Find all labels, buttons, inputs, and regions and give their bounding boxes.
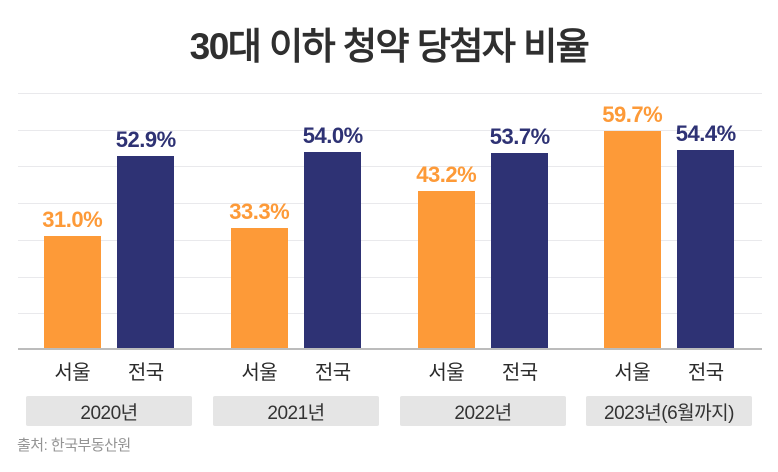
gridline-50	[18, 166, 762, 168]
bar-value-label-national-1: 54.0%	[302, 122, 363, 148]
bar-seoul-3	[603, 130, 661, 350]
bar-value-label-national-2: 53.7%	[489, 123, 550, 149]
gridline-10	[18, 313, 762, 315]
x-axis-line	[18, 348, 762, 350]
plot-area: 31.0% 33.3% 43.2% 59.7% 52.9% 54.0% 53.7% 54.4%	[18, 93, 762, 350]
bar-seoul-2	[417, 191, 475, 350]
bar-axis-label-seoul-1: 서울	[241, 361, 278, 384]
bar-axis-label-national-3: 전국	[687, 361, 724, 384]
bar-axis-label-seoul-0: 서울	[54, 361, 91, 384]
gridline-70	[18, 93, 762, 94]
year-label-3: 2023년(6월까지)	[586, 396, 752, 426]
year-label-1: 2021년	[213, 396, 379, 426]
gridline-40	[18, 203, 762, 205]
bar-national-2	[491, 152, 549, 350]
bar-axis-label-national-2: 전국	[501, 361, 538, 384]
bar-seoul-1	[230, 227, 288, 350]
gridline-20	[18, 276, 762, 278]
bar-value-label-seoul-2: 43.2%	[416, 162, 477, 188]
bar-axis-label-seoul-3: 서울	[614, 361, 651, 384]
bar-value-label-national-3: 54.4%	[675, 121, 736, 147]
gridline-30	[18, 239, 762, 241]
bar-axis-label-national-0: 전국	[127, 361, 164, 384]
bar-axis-label-national-1: 전국	[314, 361, 351, 384]
year-label-2: 2022년	[400, 396, 566, 426]
gridline-60	[18, 129, 762, 131]
bar-value-label-seoul-3: 59.7%	[602, 101, 663, 127]
bar-national-3	[677, 150, 735, 350]
bar-axis-label-seoul-2: 서울	[428, 361, 465, 384]
bar-national-1	[304, 151, 362, 350]
year-label-0: 2020년	[26, 396, 192, 426]
bar-value-label-seoul-0: 31.0%	[42, 207, 103, 233]
bar-national-0	[117, 155, 175, 350]
chart-title: 30대 이하 청약 당첨자 비율	[189, 26, 590, 67]
source-note: 출처: 한국부동산원	[17, 437, 131, 454]
bar-value-label-national-0: 52.9%	[115, 126, 176, 152]
bar-value-label-seoul-1: 33.3%	[229, 198, 290, 224]
bar-seoul-0	[43, 236, 101, 350]
